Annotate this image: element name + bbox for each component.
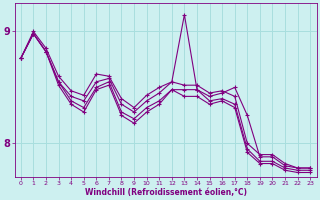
X-axis label: Windchill (Refroidissement éolien,°C): Windchill (Refroidissement éolien,°C): [84, 188, 246, 197]
